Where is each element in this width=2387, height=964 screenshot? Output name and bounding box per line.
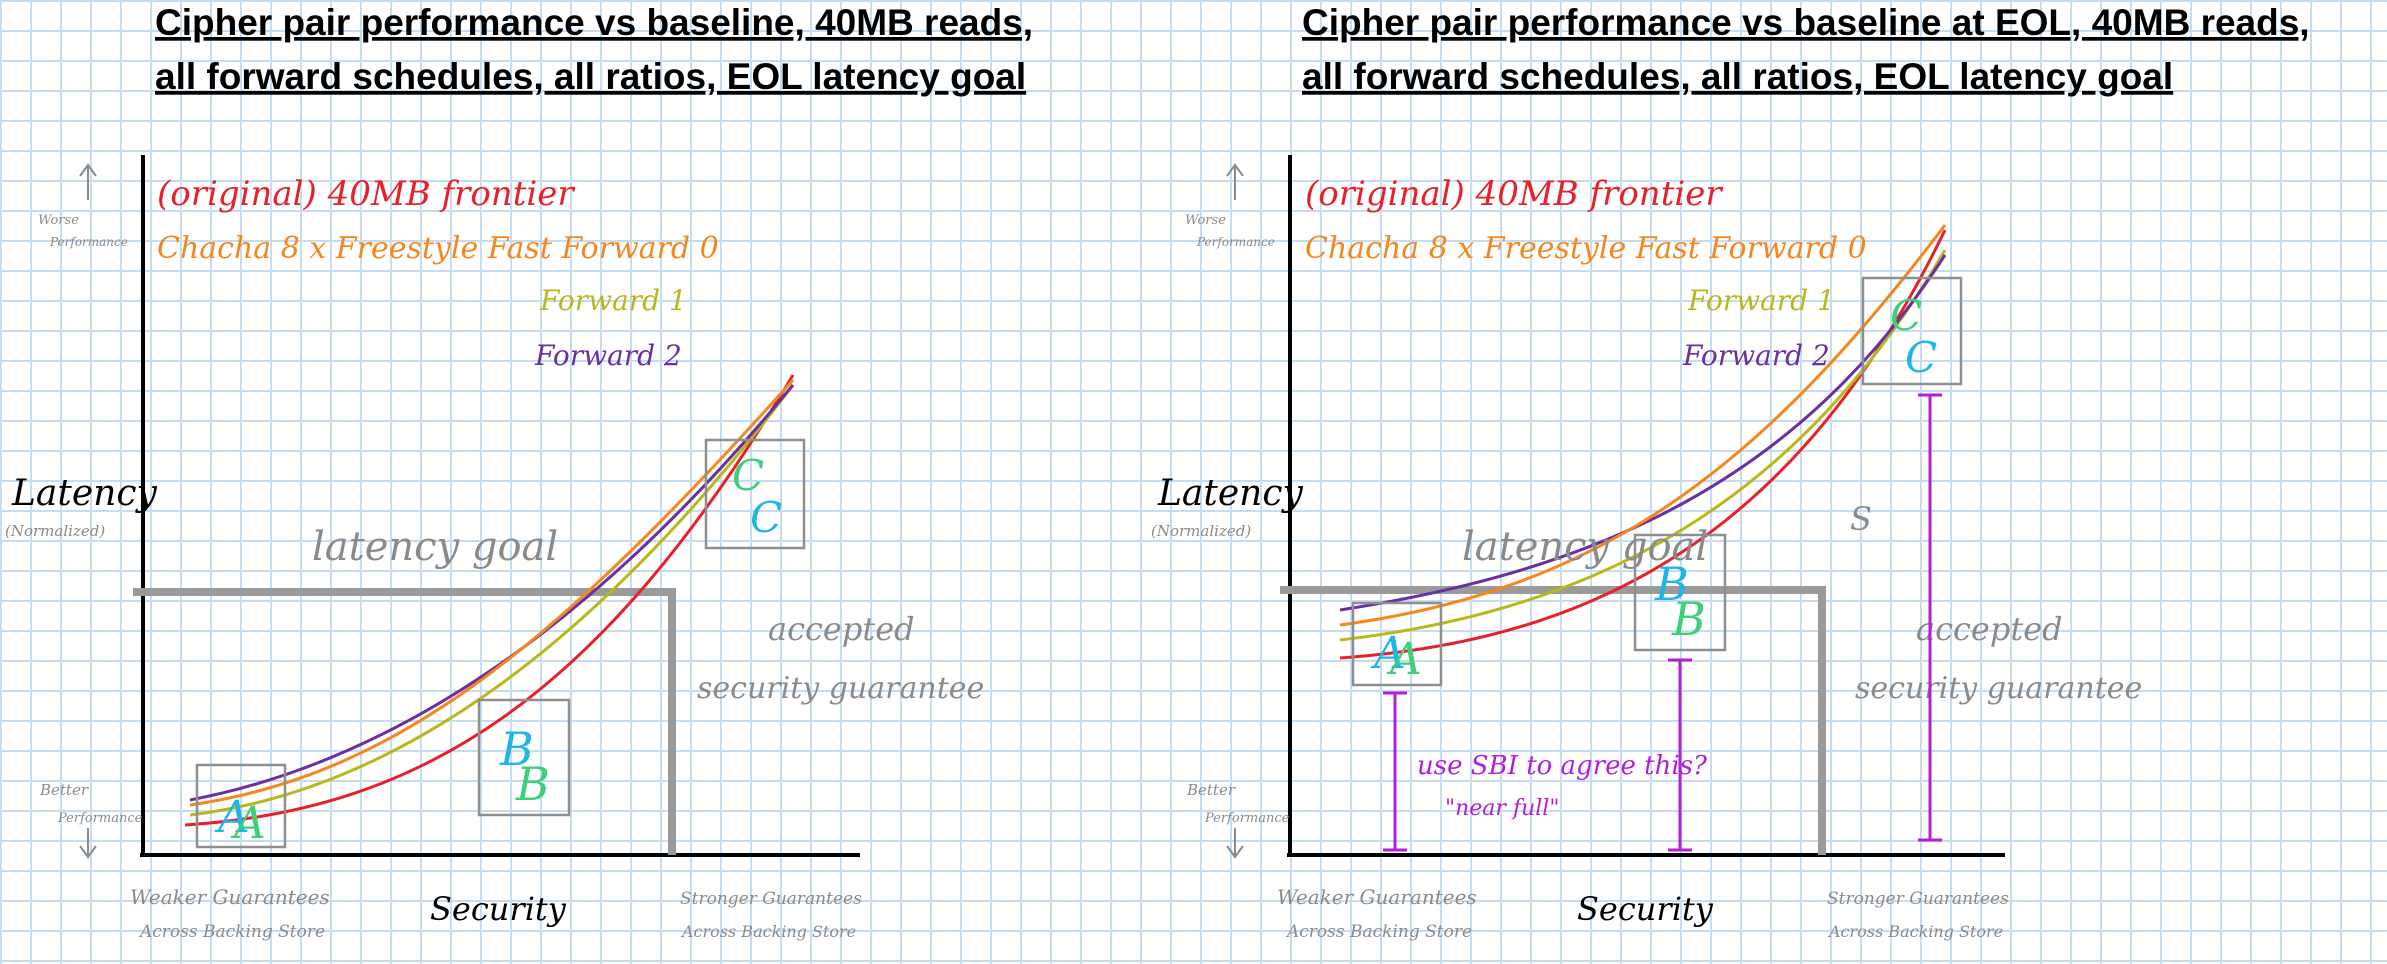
right-point-c-cyan: C <box>1905 333 1937 382</box>
right-latency-label: Latency <box>1157 473 1303 514</box>
right-worse-arrowhead <box>1226 163 1244 177</box>
right-point-c-green: C <box>1890 291 1922 340</box>
left-latency-label: Latency <box>11 473 157 514</box>
left-weaker-line2: Across Backing Store <box>138 922 325 942</box>
left-box-b <box>477 698 571 817</box>
left-curve-original <box>184 374 795 827</box>
right-stronger-line2: Across Backing Store <box>1827 922 2003 941</box>
left-legend-forward0: Chacha 8 x Freestyle Fast Forward 0 <box>157 231 719 266</box>
right-security-label: Security <box>1577 890 1714 928</box>
left-better-line2: Performance <box>57 811 143 826</box>
left-curve-forward0 <box>189 378 795 807</box>
left-goal-label: latency goal <box>312 524 558 570</box>
left-point-a-green: A <box>230 798 266 849</box>
right-note-line2: "near full" <box>1445 796 1559 821</box>
right-box-c <box>1861 276 1963 386</box>
right-accepted-line1: accepted <box>1916 610 2063 648</box>
left-title-line2: all forward schedules, all ratios, EOL l… <box>155 56 1026 97</box>
left-security-label: Security <box>430 890 567 928</box>
left-box-c <box>704 438 806 550</box>
left-better-arrowhead <box>79 845 97 859</box>
left-point-b-green: B <box>515 757 550 811</box>
right-worse-line2: Performance <box>1196 235 1275 249</box>
right-weaker-line2: Across Backing Store <box>1285 922 1472 942</box>
left-worse-arrowhead <box>79 163 97 177</box>
left-latency-goal-line <box>133 588 676 855</box>
right-legend-forward2: Forward 2 <box>1682 339 1830 372</box>
left-point-c-green: C <box>732 451 764 500</box>
left-worse-line1: Worse <box>38 213 79 228</box>
right-box-a <box>1351 601 1443 687</box>
right-better-line2: Performance <box>1204 811 1290 826</box>
left-box-a <box>195 763 287 849</box>
right-worse-line1: Worse <box>1185 213 1226 228</box>
left-point-a-cyan: A <box>214 792 250 843</box>
left-worse-line2: Performance <box>49 235 128 249</box>
left-accepted-line2: security guarantee <box>697 671 984 706</box>
right-point-b-green: B <box>1671 592 1706 646</box>
left-weaker-line1: Weaker Guarantees <box>130 885 330 909</box>
left-better-line1: Better <box>39 781 89 799</box>
right-normalized-label: (Normalized) <box>1151 522 1251 540</box>
right-accepted-line2: security guarantee <box>1855 671 2142 706</box>
left-accepted-line1: accepted <box>768 610 915 648</box>
right-point-b-cyan: B <box>1654 557 1689 611</box>
right-note-line1: use SBI to agree this? <box>1417 751 1708 781</box>
left-point-b-cyan: B <box>499 722 534 776</box>
right-better-arrowhead <box>1226 845 1244 859</box>
right-panel: Cipher pair performance vs baseline at E… <box>1151 2 2310 942</box>
right-legend-forward0: Chacha 8 x Freestyle Fast Forward 0 <box>1305 231 1867 266</box>
right-point-a-cyan: A <box>1370 628 1406 679</box>
left-title-line1: Cipher pair performance vs baseline, 40M… <box>155 2 1033 43</box>
left-curve-forward2 <box>189 384 795 802</box>
right-title-line2: all forward schedules, all ratios, EOL l… <box>1302 56 2173 97</box>
left-stronger-line1: Stronger Guarantees <box>680 889 862 909</box>
right-latency-goal-line <box>1280 586 1826 855</box>
right-curve-forward2 <box>1339 254 1947 612</box>
right-legend-original: (original) 40MB frontier <box>1305 174 1723 214</box>
right-goal-label: latency goal <box>1462 524 1708 570</box>
left-legend-forward2: Forward 2 <box>534 339 682 372</box>
right-s-mark: S <box>1850 500 1872 538</box>
right-stronger-line1: Stronger Guarantees <box>1827 889 2009 909</box>
right-weaker-line1: Weaker Guarantees <box>1277 885 1477 909</box>
right-better-line1: Better <box>1186 781 1236 799</box>
left-normalized-label: (Normalized) <box>5 522 105 540</box>
right-curve-forward0 <box>1339 224 1947 627</box>
left-point-c-cyan: C <box>750 493 782 542</box>
left-panel: Cipher pair performance vs baseline, 40M… <box>5 2 1033 942</box>
right-curve-forward1 <box>1339 249 1947 642</box>
right-error-bars <box>1383 393 1942 852</box>
left-legend-forward1: Forward 1 <box>539 284 687 317</box>
left-curve-forward1 <box>189 384 795 817</box>
left-stronger-line2: Across Backing Store <box>680 922 856 941</box>
right-point-a-green: A <box>1386 634 1422 685</box>
left-legend-original: (original) 40MB frontier <box>157 174 575 214</box>
right-title-line1: Cipher pair performance vs baseline at E… <box>1302 2 2310 43</box>
right-legend-forward1: Forward 1 <box>1687 284 1835 317</box>
right-box-b <box>1633 533 1727 652</box>
